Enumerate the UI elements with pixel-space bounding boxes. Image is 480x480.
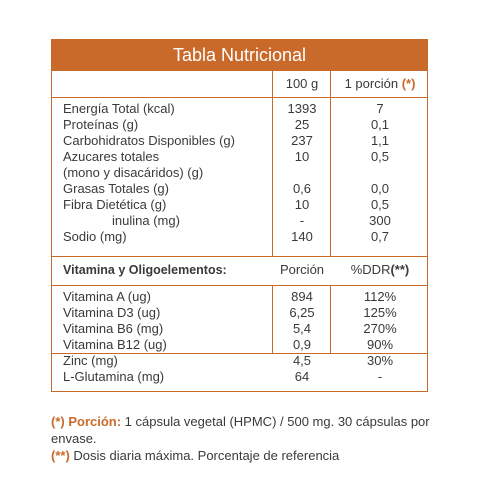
header-porcion: 1 porción (*) <box>331 76 429 92</box>
footnotes: (*) Porción: 1 cápsula vegetal (HPMC) / … <box>51 413 431 464</box>
row-vitamina-b6-ddr: 270% <box>363 321 397 336</box>
row-azucares-100g: 10 <box>294 149 310 164</box>
row-vitamina-a-ddr: 112% <box>363 289 397 304</box>
row-proteinas-name: Proteínas (g) <box>63 117 139 132</box>
row-zinc-value: 4,5 <box>292 353 312 368</box>
row-zinc-ddr: 30% <box>366 353 394 368</box>
header-divider <box>52 97 427 98</box>
section2-header-ddr: %DDR(**) <box>331 262 429 278</box>
row-fibra-name: Fibra Dietética (g) <box>63 197 167 212</box>
row-grasas-100g: 0,6 <box>292 181 312 196</box>
header-100g: 100 g <box>285 76 319 91</box>
row-energia-100g: 1393 <box>287 101 317 116</box>
footnote-porcion-text: 1 cápsula vegetal (HPMC) / 500 mg. 30 cá… <box>51 414 430 446</box>
row-sodio-name: Sodio (mg) <box>63 229 127 244</box>
row-azucares-sub-name: (mono y disacáridos) (g) <box>63 165 204 180</box>
row-glutamina-name: L-Glutamina (mg) <box>63 369 165 384</box>
footnote-ddr-text: Dosis diaria máxima. Porcentaje de refer… <box>69 448 340 463</box>
row-vitamina-a-name: Vitamina A (ug) <box>63 289 151 304</box>
row-fibra-porcion: 0,5 <box>370 197 390 212</box>
row-proteinas-100g: 25 <box>294 117 310 132</box>
header-porcion-label: 1 porción <box>344 76 399 91</box>
row-vitamina-d3-name: Vitamina D3 (ug) <box>63 305 161 320</box>
row-carbohidratos-100g: 237 <box>291 133 313 148</box>
row-glutamina-ddr: - <box>377 369 383 384</box>
col-divider-2 <box>330 71 331 257</box>
row-vitamina-d3-value: 6,25 <box>289 305 315 320</box>
row-azucares-name: Azucares totales <box>63 149 160 164</box>
row-vitamina-b6-name: Vitamina B6 (mg) <box>63 321 164 336</box>
row-vitamina-b12-value: 0,9 <box>292 337 312 352</box>
footnote-porcion-mark: (*) Porción: <box>51 414 122 429</box>
table-title: Tabla Nutricional <box>52 40 427 71</box>
row-vitamina-b6-value: 5,4 <box>292 321 312 336</box>
row-vitamina-b12-name: Vitamina B12 (ug) <box>63 337 167 352</box>
section2-header-ddr-label: %DDR <box>350 262 391 277</box>
row-proteinas-porcion: 0,1 <box>370 117 390 132</box>
row-inulina-porcion: 300 <box>369 213 391 228</box>
col-divider-1 <box>272 71 273 257</box>
row-inulina-name: inulina (mg) <box>112 213 180 228</box>
row-carbohidratos-name: Carbohidratos Disponibles (g) <box>63 133 235 148</box>
row-grasas-porcion: 0,0 <box>370 181 390 196</box>
table-bottom-rule <box>52 353 427 354</box>
col-divider-4 <box>330 285 331 353</box>
row-vitamina-b12-ddr: 90% <box>366 337 394 352</box>
section-divider-top <box>52 256 427 257</box>
row-vitamina-a-value: 894 <box>291 289 313 304</box>
section-divider-bottom <box>52 285 427 286</box>
row-azucares-porcion: 0,5 <box>370 149 390 164</box>
header-porcion-mark: (*) <box>401 76 416 91</box>
row-inulina-100g: - <box>299 213 305 228</box>
footnote-ddr-mark: (**) <box>51 448 70 463</box>
col-divider-3 <box>272 285 273 353</box>
row-energia-name: Energía Total (kcal) <box>63 101 175 116</box>
footnote-porcion: (*) Porción: 1 cápsula vegetal (HPMC) / … <box>51 413 431 447</box>
section2-header-ddr-mark: (**) <box>390 262 410 277</box>
row-carbohidratos-porcion: 1,1 <box>370 133 390 148</box>
row-sodio-100g: 140 <box>291 229 313 244</box>
footnote-ddr: (**) Dosis diaria máxima. Porcentaje de … <box>51 447 431 464</box>
nutrition-table: Tabla Nutricional 100 g 1 porción (*) En… <box>51 39 428 392</box>
row-grasas-name: Grasas Totales (g) <box>63 181 169 196</box>
section2-label: Vitamina y Oligoelementos: <box>63 263 227 277</box>
section2-header-porcion: Porción <box>279 262 325 277</box>
row-zinc-name: Zinc (mg) <box>63 353 118 368</box>
row-energia-porcion: 7 <box>376 101 384 116</box>
row-vitamina-d3-ddr: 125% <box>363 305 397 320</box>
row-glutamina-value: 64 <box>294 369 310 384</box>
row-sodio-porcion: 0,7 <box>370 229 390 244</box>
row-fibra-100g: 10 <box>294 197 310 212</box>
